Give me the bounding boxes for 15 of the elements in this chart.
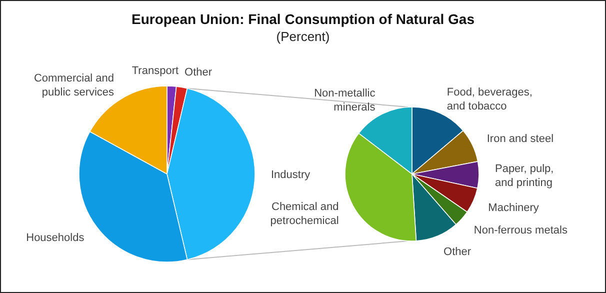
slice-label: Industry — [271, 169, 311, 181]
chart-subtitle: (Percent) — [276, 29, 330, 44]
slice-label: Machinery — [488, 202, 540, 214]
slice-label: Commercial and public services — [34, 72, 115, 98]
slice-label: Households — [26, 232, 85, 244]
slice-label: Food, beverages, and tobacco — [446, 86, 532, 113]
slice-label: Paper, pulp, and printing — [494, 163, 554, 190]
chart-title: European Union: Final Consumption of Natural Gas — [131, 11, 475, 27]
slice-label: Iron and steel — [486, 133, 554, 146]
slice-label: Non-metallic minerals — [314, 88, 376, 114]
slice-label: Chemical and petrochemical — [270, 201, 339, 228]
slice-label: Non-ferrous metals — [474, 224, 568, 236]
slice-label: Other — [444, 246, 472, 258]
slice-label: Transport — [132, 65, 179, 78]
slice-label: Other — [184, 66, 212, 78]
